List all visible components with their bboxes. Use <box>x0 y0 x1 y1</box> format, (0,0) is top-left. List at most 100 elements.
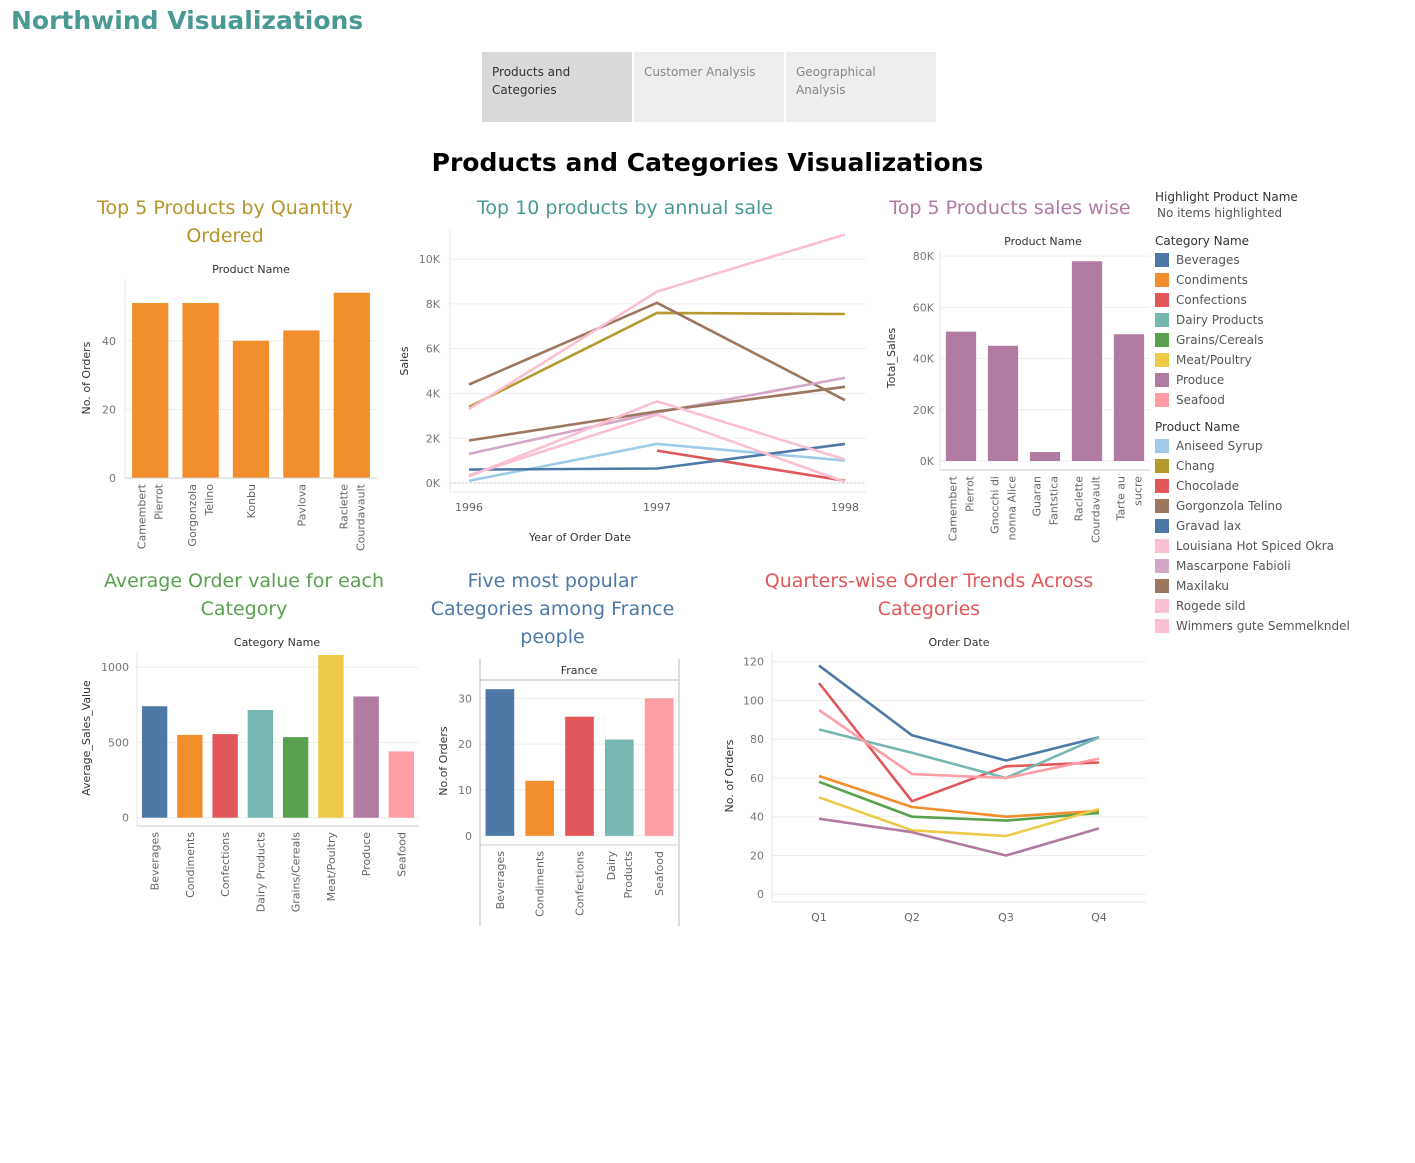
france-bar[interactable] <box>525 780 555 836</box>
product-legend-swatch <box>1155 559 1169 573</box>
product-legend-item[interactable]: Maxilaku <box>1155 576 1350 596</box>
sales-bar[interactable] <box>1113 334 1145 462</box>
france-ytick-label: 30 <box>458 692 472 705</box>
annual-xlabel: Year of Order Date <box>528 531 631 544</box>
qty-bar[interactable] <box>333 292 370 478</box>
qty-bar[interactable] <box>132 303 169 478</box>
category-legend-item[interactable]: Condiments <box>1155 270 1350 290</box>
annual-ytick-label: 0K <box>426 477 441 490</box>
product-legend-label: Gravad lax <box>1176 519 1242 533</box>
quarters-header: Order Date <box>928 636 989 649</box>
annual-series-line[interactable] <box>468 442 846 471</box>
annual-series-line[interactable] <box>468 385 846 442</box>
product-legend-item[interactable]: Rogede sild <box>1155 596 1350 616</box>
france-bar[interactable] <box>565 716 594 836</box>
france-bar[interactable] <box>604 739 634 836</box>
tab-products-and-categories[interactable]: Products and Categories <box>482 52 632 122</box>
qty-ytick-label: 20 <box>102 403 116 416</box>
product-legend-item[interactable]: Chocolade <box>1155 476 1350 496</box>
sales-ytick-label: 0K <box>920 455 935 468</box>
avg-category-label: Condiments <box>184 832 197 898</box>
category-legend-item[interactable]: Confections <box>1155 290 1350 310</box>
qty-category-label: Courdavault <box>354 483 367 551</box>
avg-bar[interactable] <box>388 751 415 818</box>
product-legend-item[interactable]: Gravad lax <box>1155 516 1350 536</box>
annual-series-line[interactable] <box>468 233 846 411</box>
avg-category-label: Produce <box>360 832 373 876</box>
avg-bar[interactable] <box>247 710 274 818</box>
france-category-label: Condiments <box>534 851 547 917</box>
quarters-xtick-label: Q4 <box>1091 911 1107 924</box>
quarters-series-line[interactable] <box>818 796 1100 838</box>
product-legend-item[interactable]: Gorgonzola Telino <box>1155 496 1350 516</box>
product-legend-label: Chang <box>1176 459 1215 473</box>
category-legend-item[interactable]: Dairy Products <box>1155 310 1350 330</box>
category-legend-item[interactable]: Grains/Cereals <box>1155 330 1350 350</box>
sales-category-label: Gnocchi di <box>989 476 1002 534</box>
avg-category-label: Beverages <box>149 832 162 891</box>
highlight-dropdown[interactable]: No items highlighted <box>1157 206 1283 220</box>
quarters-series-line[interactable] <box>818 774 1100 819</box>
product-legend-item[interactable]: Mascarpone Fabioli <box>1155 556 1350 576</box>
quarters-series-line[interactable] <box>818 709 1100 780</box>
sales-ytick-label: 60K <box>913 301 935 314</box>
france-ytick-label: 20 <box>458 738 472 751</box>
avg-bar[interactable] <box>353 696 379 818</box>
quarters-series-line[interactable] <box>818 817 1100 857</box>
category-legend-item[interactable]: Seafood <box>1155 390 1350 410</box>
chart-title-france: Five most popular Categories among Franc… <box>430 570 675 648</box>
tab-geographical-analysis[interactable]: Geographical Analysis <box>786 52 936 122</box>
qty-category-label: Telino <box>203 484 216 517</box>
product-legend-label: Mascarpone Fabioli <box>1176 559 1291 573</box>
sales-bar[interactable] <box>1029 452 1061 462</box>
france-bar[interactable] <box>485 689 515 836</box>
category-legend-label: Meat/Poultry <box>1176 353 1252 367</box>
annual-xtick-label: 1996 <box>455 501 483 514</box>
quarters-series-line[interactable] <box>818 780 1100 822</box>
annual-series-line[interactable] <box>656 449 846 483</box>
avg-category-label: Dairy Products <box>254 832 267 913</box>
category-legend-item[interactable]: Beverages <box>1155 250 1350 270</box>
annual-series-line[interactable] <box>468 311 846 409</box>
avg-bar[interactable] <box>282 737 309 818</box>
sales-bar[interactable] <box>945 331 977 462</box>
sales-category-label: Camembert <box>947 475 960 541</box>
product-legend-item[interactable]: Wimmers gute Semmelkndel <box>1155 616 1350 636</box>
qty-ytick-label: 0 <box>109 472 116 485</box>
qty-bar[interactable] <box>232 340 270 478</box>
quarters-ytick-label: 40 <box>750 811 764 824</box>
category-legend-label: Grains/Cereals <box>1176 333 1264 347</box>
category-legend-label: Dairy Products <box>1176 313 1264 327</box>
product-legend-swatch <box>1155 479 1169 493</box>
product-legend-swatch <box>1155 619 1169 633</box>
avg-bar[interactable] <box>318 655 344 818</box>
france-bar[interactable] <box>644 698 674 836</box>
qty-bar[interactable] <box>283 330 320 478</box>
annual-series-line[interactable] <box>468 399 846 478</box>
sales-bar[interactable] <box>1071 261 1103 462</box>
avg-bar[interactable] <box>141 706 168 818</box>
chart-title-quantity: Top 5 Products by Quantity Ordered <box>97 197 353 247</box>
category-legend-label: Produce <box>1176 373 1225 387</box>
product-legend-item[interactable]: Louisiana Hot Spiced Okra <box>1155 536 1350 556</box>
avg-bar[interactable] <box>177 734 203 818</box>
avg-category-label: Meat/Poultry <box>325 832 338 902</box>
annual-series-line[interactable] <box>468 413 846 484</box>
avg-category-label: Seafood <box>395 832 408 877</box>
quarters-series-line[interactable] <box>818 664 1100 762</box>
product-legend-item[interactable]: Chang <box>1155 456 1350 476</box>
chart-france-categories: 0 10 20 30 No.of Orders France Beverages Condim… <box>437 659 680 926</box>
sales-bar[interactable] <box>987 345 1019 462</box>
avg-bar[interactable] <box>212 734 238 818</box>
qty-bar[interactable] <box>182 303 219 478</box>
annual-series-line[interactable] <box>468 301 846 402</box>
product-legend-swatch <box>1155 599 1169 613</box>
qty-ytick-label: 40 <box>102 335 116 348</box>
tab-customer-analysis[interactable]: Customer Analysis <box>634 52 784 122</box>
product-legend-label: Chocolade <box>1176 479 1239 493</box>
france-category-label: Beverages <box>494 851 507 910</box>
category-legend-item[interactable]: Produce <box>1155 370 1350 390</box>
avg-ylabel: Average_Sales_Value <box>80 680 93 796</box>
product-legend-item[interactable]: Aniseed Syrup <box>1155 436 1350 456</box>
category-legend-item[interactable]: Meat/Poultry <box>1155 350 1350 370</box>
